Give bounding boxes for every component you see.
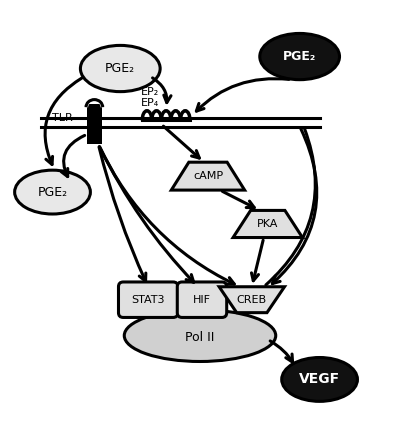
Text: TLR: TLR xyxy=(52,113,72,124)
Polygon shape xyxy=(233,210,302,238)
Text: PGE₂: PGE₂ xyxy=(283,50,316,63)
FancyArrowPatch shape xyxy=(45,78,82,165)
Text: Pol II: Pol II xyxy=(185,331,215,344)
Text: PGE₂: PGE₂ xyxy=(105,62,135,75)
FancyBboxPatch shape xyxy=(177,282,227,318)
FancyArrowPatch shape xyxy=(196,79,289,111)
Text: EP₄: EP₄ xyxy=(141,98,159,108)
Ellipse shape xyxy=(282,358,358,401)
FancyArrowPatch shape xyxy=(152,78,171,103)
Text: CREB: CREB xyxy=(237,295,267,305)
Text: PGE₂: PGE₂ xyxy=(38,186,68,199)
Text: cAMP: cAMP xyxy=(193,171,223,181)
Bar xyxy=(87,105,102,144)
Polygon shape xyxy=(171,162,245,190)
Polygon shape xyxy=(219,287,284,313)
Text: VEGF: VEGF xyxy=(299,372,340,387)
Ellipse shape xyxy=(80,45,160,92)
Text: STAT3: STAT3 xyxy=(132,295,165,305)
Text: PKA: PKA xyxy=(257,219,278,229)
Ellipse shape xyxy=(124,310,276,362)
Ellipse shape xyxy=(260,33,340,79)
FancyArrowPatch shape xyxy=(266,129,315,285)
Text: HIF: HIF xyxy=(193,295,211,305)
Text: EP₂: EP₂ xyxy=(141,87,159,97)
Ellipse shape xyxy=(15,170,90,214)
FancyArrowPatch shape xyxy=(272,129,317,283)
FancyBboxPatch shape xyxy=(118,282,178,318)
FancyArrowPatch shape xyxy=(61,135,85,177)
